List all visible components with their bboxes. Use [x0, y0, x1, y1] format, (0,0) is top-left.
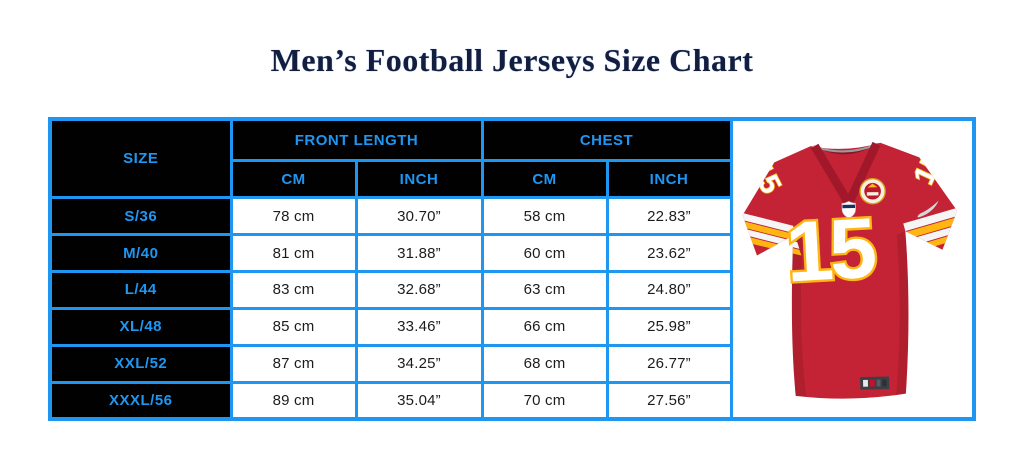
right-side-shade	[896, 231, 909, 395]
header-row-units: CM INCH CM INCH	[50, 159, 974, 200]
size-cell: M/40	[48, 233, 233, 274]
jock-tag	[860, 376, 890, 390]
chest-inch-cell: 26.77”	[605, 343, 733, 384]
size-cell: L/44	[48, 270, 233, 310]
team-patch-icon	[859, 177, 887, 205]
front-inch-cell: 32.68”	[354, 270, 484, 310]
chest-inch-cell: 24.80”	[605, 270, 733, 310]
chest-cm-cell: 70 cm	[480, 380, 609, 421]
front-inch-cell: 31.88”	[354, 233, 484, 274]
jersey-number: 15	[784, 201, 878, 301]
left-side-shade	[792, 235, 807, 397]
chest-inch-cell: 22.83”	[605, 196, 733, 237]
front-inch-subheader-cell: INCH	[354, 159, 484, 200]
front-cm-cell: 78 cm	[229, 196, 358, 237]
chest-cm-cell: 58 cm	[480, 196, 609, 237]
chest-inch-cell: 25.98”	[605, 306, 733, 347]
front-length-header-cell: FRONT LENGTH	[229, 117, 484, 163]
table-row: L/44 83 cm 32.68” 63 cm 24.80”	[48, 270, 974, 310]
size-cell: XXL/52	[48, 343, 233, 384]
jersey-cell: 15 15	[729, 117, 976, 421]
nfl-shield-icon	[841, 201, 857, 219]
chest-cm-cell: 68 cm	[480, 343, 609, 384]
jersey-body	[742, 142, 958, 399]
size-cell: XL/48	[48, 306, 233, 347]
front-cm-cell: 81 cm	[229, 233, 358, 274]
table-row: S/36 78 cm 30.70” 58 cm 22.83”	[48, 196, 974, 237]
front-cm-cell: 83 cm	[229, 270, 358, 310]
table-row: XL/48 85 cm 33.46” 66 cm 25.98”	[48, 306, 974, 347]
left-sleeve-stripes	[741, 211, 802, 256]
front-cm-cell: 87 cm	[229, 343, 358, 384]
chest-inch-cell: 23.62”	[605, 233, 733, 274]
header-row-groups: SIZE FRONT LENGTH CHEST	[48, 117, 976, 421]
size-chart-table: SIZE FRONT LENGTH CHEST	[48, 117, 976, 421]
inner-collar	[812, 142, 879, 155]
front-inch-cell: 33.46”	[354, 306, 484, 347]
chest-header-cell: CHEST	[480, 117, 733, 163]
chest-cm-cell: 63 cm	[480, 270, 609, 310]
size-cell: S/36	[48, 196, 233, 237]
chest-inch-subheader-cell: INCH	[605, 159, 733, 200]
chest-cm-subheader-cell: CM	[480, 159, 609, 200]
chest-inch-cell: 27.56”	[605, 380, 733, 421]
front-cm-subheader-cell: CM	[229, 159, 358, 200]
table-row: M/40 81 cm 31.88” 60 cm 23.62”	[48, 233, 974, 274]
table-row: XXL/52 87 cm 34.25” 68 cm 26.77”	[48, 343, 974, 384]
jersey-image: 15 15	[733, 121, 973, 417]
front-cm-cell: 89 cm	[229, 380, 358, 421]
front-cm-cell: 85 cm	[229, 306, 358, 347]
chest-cm-cell: 66 cm	[480, 306, 609, 347]
size-header-cell: SIZE	[48, 117, 233, 200]
nike-swoosh-icon	[917, 200, 939, 218]
size-cell: XXXL/56	[48, 380, 233, 421]
chest-cm-cell: 60 cm	[480, 233, 609, 274]
football-jersey-graphic: 15 15	[741, 141, 962, 399]
front-inch-cell: 34.25”	[354, 343, 484, 384]
page-title: Men’s Football Jerseys Size Chart	[270, 42, 754, 78]
table-row: XXXL/56 89 cm 35.04” 70 cm 27.56”	[48, 380, 974, 421]
front-inch-cell: 30.70”	[354, 196, 484, 237]
front-inch-cell: 35.04”	[354, 380, 484, 421]
